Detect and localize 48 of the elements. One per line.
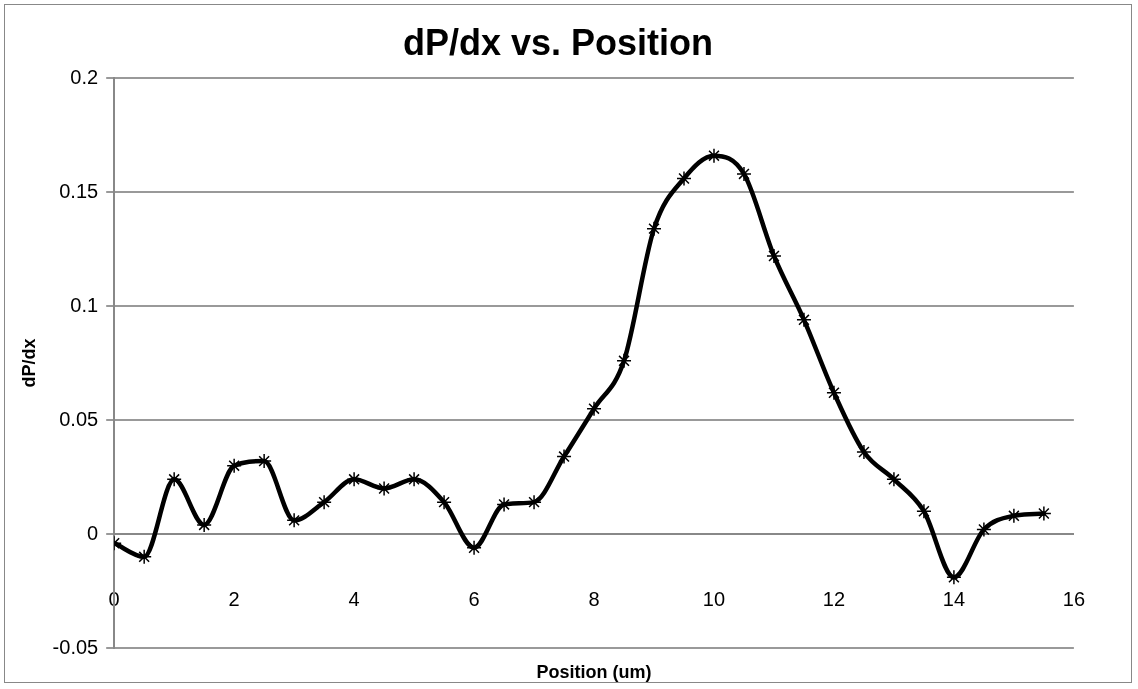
x-tick-label: 2 <box>228 587 240 610</box>
point <box>1006 508 1022 524</box>
point <box>856 444 872 460</box>
point <box>436 494 452 510</box>
point <box>286 512 302 529</box>
x-tick-label: 16 <box>1062 587 1085 610</box>
y-tick-label: 0.05 <box>59 407 99 430</box>
x-tick-label: 14 <box>942 587 966 610</box>
point <box>826 384 842 401</box>
y-axis-title: dP/dx <box>18 338 39 388</box>
x-tick-label: 10 <box>702 587 726 610</box>
y-tick-label: 0 <box>87 521 99 544</box>
x-tick-label: 12 <box>822 587 846 610</box>
x-tick-label: 8 <box>588 587 600 610</box>
point <box>886 471 902 488</box>
point <box>316 494 332 510</box>
point <box>706 147 722 164</box>
point <box>466 539 482 556</box>
point <box>1036 505 1052 522</box>
point <box>556 448 572 465</box>
point <box>646 220 662 237</box>
point <box>496 496 512 513</box>
point <box>346 471 362 488</box>
point <box>916 503 932 519</box>
x-axis-title: Position (um) <box>536 661 652 682</box>
point <box>166 471 182 488</box>
point <box>586 400 602 417</box>
point <box>676 170 692 187</box>
y-tick-label: 0.2 <box>70 65 99 88</box>
point <box>226 457 242 474</box>
point <box>796 312 812 328</box>
x-tick-label: 4 <box>348 587 360 610</box>
point <box>766 248 782 264</box>
point <box>526 494 542 510</box>
y-tick-label: 0.1 <box>70 293 99 316</box>
point <box>196 517 212 533</box>
point <box>136 549 152 565</box>
y-tick-label: -0.05 <box>52 635 99 658</box>
point <box>256 453 272 469</box>
point <box>736 166 752 182</box>
point <box>946 569 962 586</box>
point <box>376 480 392 497</box>
chart-title: dP/dx vs. Position <box>402 21 714 63</box>
point <box>976 521 992 538</box>
x-tick-label: 6 <box>468 587 480 610</box>
point <box>406 471 422 488</box>
y-tick-label: 0.15 <box>59 179 99 202</box>
point <box>616 353 632 369</box>
